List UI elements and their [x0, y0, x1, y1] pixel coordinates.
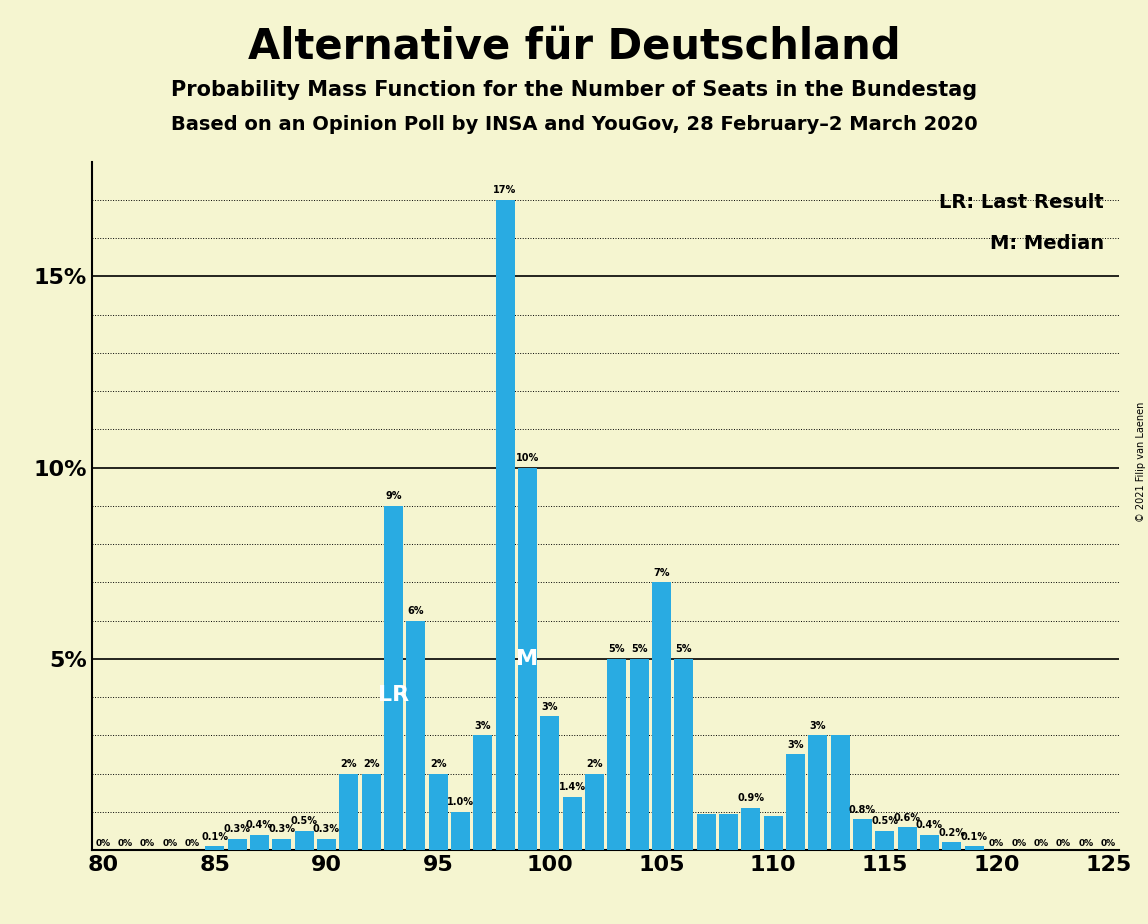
- Bar: [920, 834, 939, 850]
- Text: Alternative für Deutschland: Alternative für Deutschland: [248, 26, 900, 67]
- Text: 3%: 3%: [474, 721, 491, 731]
- Text: 0.5%: 0.5%: [871, 817, 898, 826]
- Text: LR: Last Result: LR: Last Result: [939, 193, 1104, 212]
- Bar: [629, 659, 649, 850]
- Text: © 2021 Filip van Laenen: © 2021 Filip van Laenen: [1135, 402, 1146, 522]
- Bar: [563, 796, 582, 850]
- Bar: [518, 468, 537, 850]
- Text: 0%: 0%: [1011, 839, 1026, 848]
- Text: 5%: 5%: [675, 644, 692, 654]
- Bar: [383, 506, 403, 850]
- Text: 0%: 0%: [1033, 839, 1048, 848]
- Bar: [742, 808, 760, 850]
- Bar: [541, 716, 559, 850]
- Bar: [585, 773, 604, 850]
- Text: 0.1%: 0.1%: [201, 832, 228, 842]
- Text: 5%: 5%: [630, 644, 647, 654]
- Text: 0%: 0%: [1078, 839, 1093, 848]
- Bar: [205, 846, 224, 850]
- Text: 3%: 3%: [809, 721, 827, 731]
- Bar: [250, 834, 269, 850]
- Text: Based on an Opinion Poll by INSA and YouGov, 28 February–2 March 2020: Based on an Opinion Poll by INSA and You…: [171, 116, 977, 135]
- Text: 0.9%: 0.9%: [737, 794, 765, 804]
- Bar: [875, 831, 894, 850]
- Text: 5%: 5%: [608, 644, 625, 654]
- Text: 0.1%: 0.1%: [961, 832, 987, 842]
- Text: 0%: 0%: [1056, 839, 1071, 848]
- Text: 0%: 0%: [140, 839, 155, 848]
- Bar: [853, 820, 872, 850]
- Bar: [607, 659, 626, 850]
- Text: 2%: 2%: [429, 759, 447, 769]
- Bar: [339, 773, 358, 850]
- Text: 0.4%: 0.4%: [916, 821, 943, 830]
- Bar: [763, 816, 783, 850]
- Text: 0%: 0%: [118, 839, 133, 848]
- Bar: [406, 621, 425, 850]
- Bar: [831, 736, 850, 850]
- Bar: [964, 846, 984, 850]
- Bar: [786, 755, 805, 850]
- Text: 0%: 0%: [988, 839, 1004, 848]
- Text: Probability Mass Function for the Number of Seats in the Bundestag: Probability Mass Function for the Number…: [171, 80, 977, 101]
- Bar: [473, 736, 492, 850]
- Text: 0.5%: 0.5%: [290, 817, 318, 826]
- Bar: [227, 839, 247, 850]
- Text: 3%: 3%: [542, 701, 558, 711]
- Text: 3%: 3%: [788, 740, 804, 750]
- Bar: [451, 812, 470, 850]
- Text: 0%: 0%: [185, 839, 200, 848]
- Text: 6%: 6%: [408, 606, 424, 616]
- Text: 0.8%: 0.8%: [848, 805, 876, 815]
- Text: 10%: 10%: [515, 453, 540, 463]
- Bar: [428, 773, 448, 850]
- Text: M: Median: M: Median: [990, 234, 1104, 253]
- Bar: [898, 827, 916, 850]
- Bar: [362, 773, 380, 850]
- Text: 1.0%: 1.0%: [447, 797, 474, 808]
- Bar: [272, 839, 292, 850]
- Text: 0.3%: 0.3%: [224, 824, 250, 834]
- Bar: [719, 814, 738, 850]
- Text: 0%: 0%: [1101, 839, 1116, 848]
- Text: 0.6%: 0.6%: [893, 812, 921, 822]
- Bar: [943, 843, 961, 850]
- Text: 9%: 9%: [385, 492, 402, 502]
- Text: 2%: 2%: [341, 759, 357, 769]
- Text: 0.4%: 0.4%: [246, 821, 273, 830]
- Text: M: M: [517, 649, 538, 669]
- Text: LR: LR: [378, 686, 409, 705]
- Bar: [674, 659, 693, 850]
- Text: 0.3%: 0.3%: [269, 824, 295, 834]
- Bar: [295, 831, 313, 850]
- Text: 2%: 2%: [363, 759, 379, 769]
- Bar: [317, 839, 336, 850]
- Text: 0.2%: 0.2%: [938, 828, 965, 838]
- Bar: [496, 200, 514, 850]
- Text: 0.3%: 0.3%: [313, 824, 340, 834]
- Bar: [652, 582, 670, 850]
- Bar: [697, 814, 715, 850]
- Text: 7%: 7%: [653, 567, 669, 578]
- Text: 0%: 0%: [163, 839, 178, 848]
- Text: 17%: 17%: [494, 186, 517, 195]
- Text: 1.4%: 1.4%: [559, 782, 585, 792]
- Text: 2%: 2%: [587, 759, 603, 769]
- Text: 0%: 0%: [95, 839, 110, 848]
- Bar: [808, 736, 828, 850]
